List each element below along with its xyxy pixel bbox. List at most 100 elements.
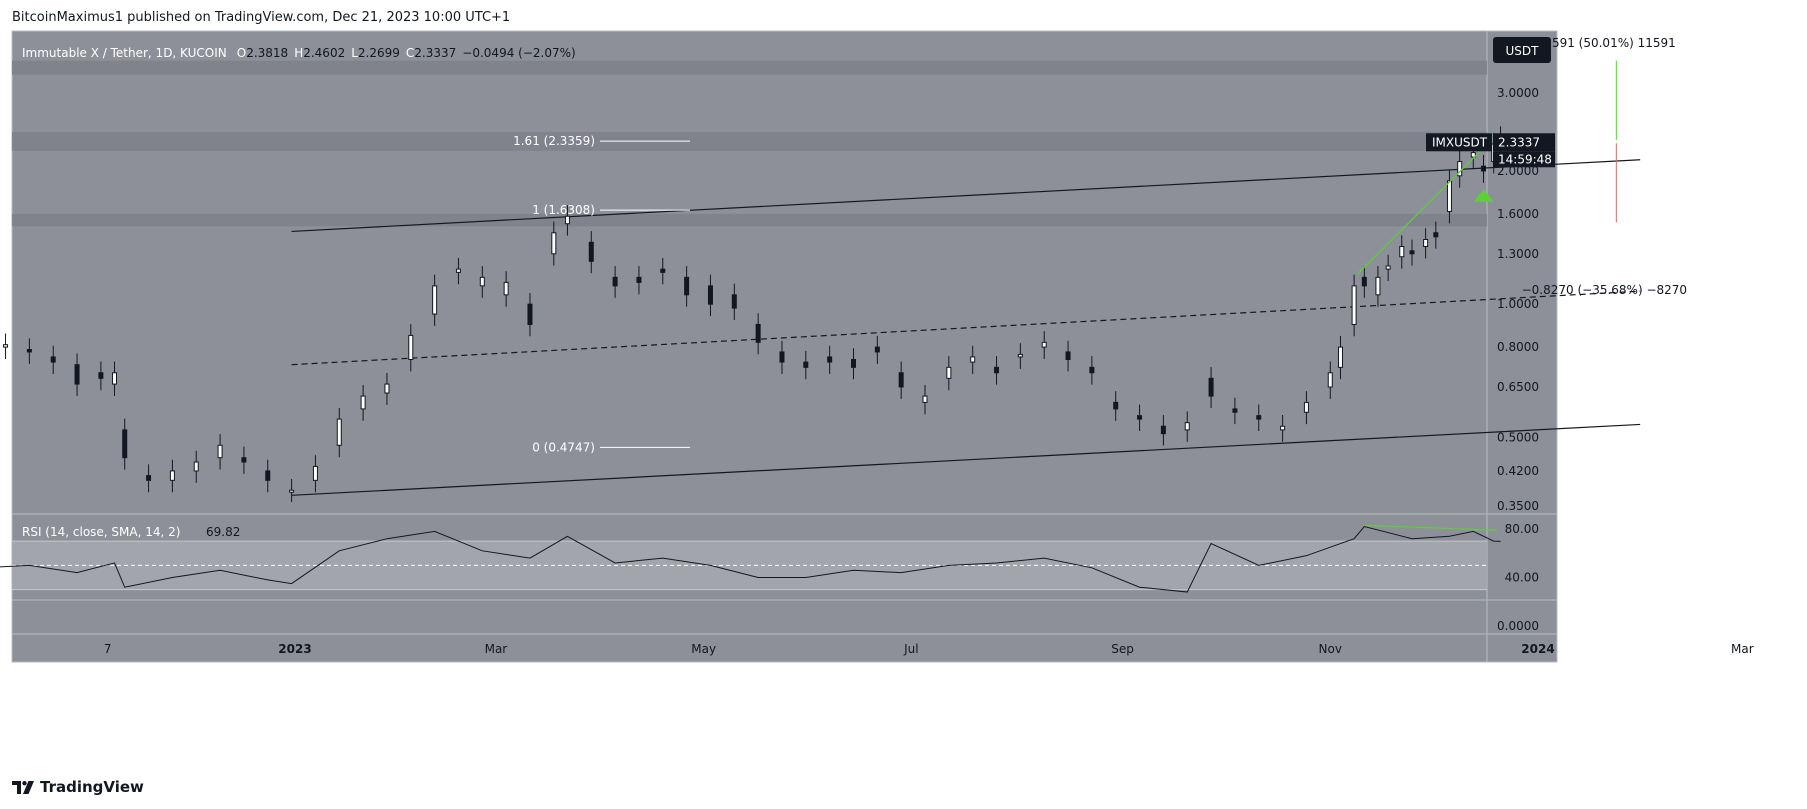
time-axis-tick: May [691,642,716,656]
time-axis-tick: 2023 [278,642,311,656]
candle [1041,341,1047,348]
candle [1375,276,1381,296]
price-axis-tick: 0.3500 [1497,499,1539,513]
close-label: C [406,46,414,60]
fib-level-label: 1.61 (2.3359) [513,134,595,148]
rsi-line [0,526,1501,593]
price-axis-tick: 0.4200 [1497,464,1539,478]
rsi-axis-tick: 0.0000 [1497,619,1539,633]
candle [1065,351,1071,360]
candle [193,461,199,472]
candle [1481,165,1487,172]
candle [455,268,461,273]
candle [970,356,976,363]
candle [241,457,247,463]
resistance-zone-1 [12,131,1487,151]
candle [122,429,128,459]
candle [731,294,737,309]
time-axis-tick: Mar [485,642,508,656]
candle [527,303,533,325]
candle [50,356,56,363]
candle [1351,285,1357,325]
candle [779,351,785,363]
currency-button-label: USDT [1506,44,1540,58]
high-label: H [294,46,303,60]
candle [994,366,1000,374]
candle [360,395,366,410]
candle [707,285,713,305]
price-axis-tick: 0.6500 [1497,380,1539,394]
candle [1337,346,1343,368]
time-axis-tick: Mar [1731,642,1754,656]
green-trendline [1357,133,1498,275]
candle [408,334,414,360]
candle [612,276,618,287]
candle [169,470,175,481]
candle [217,444,223,459]
rsi-value: 69.82 [206,525,240,539]
fib-level-label: 1 (1.6308) [532,203,595,217]
tradingview-logo-icon [12,780,34,794]
rsi-axis-tick: 80.00 [1505,522,1539,536]
close-value: 2.3337 [414,46,456,60]
candle [1089,366,1095,374]
channel-upper-line [291,159,1641,233]
open-value: 2.3818 [246,46,288,60]
time-axis-tick: Nov [1319,642,1342,656]
candle [312,465,318,481]
candle [1256,415,1262,420]
channel-middle-line [291,290,1641,366]
resistance-zone-0 [12,60,1487,75]
candle [1361,276,1367,287]
candle [755,323,761,343]
candle [336,418,342,446]
candle [112,372,118,385]
candle [1208,377,1214,397]
currency-button [1493,37,1551,63]
candle [1303,401,1309,413]
candle [827,356,833,363]
candle [684,276,690,296]
candle [384,383,390,394]
tradingview-logo-text: TradingView [40,778,144,796]
low-value: 2.2699 [358,46,400,60]
candle [1232,408,1238,413]
candle [1184,422,1190,431]
candle [479,276,485,287]
breakout-arrow-icon [1473,189,1494,202]
publisher-caption: BitcoinMaximus1 published on TradingView… [12,10,511,25]
rsi-axis-tick: 40.00 [1505,571,1539,585]
candle [1446,180,1452,212]
price-axis-tick: 0.5000 [1497,430,1539,444]
rsi-label: RSI (14, close, SMA, 14, 2) [22,525,180,539]
tradingview-logo: TradingView [12,778,144,796]
price-axis-tick: 0.8000 [1497,340,1539,354]
candle [98,372,104,379]
countdown-box [1493,151,1555,168]
price-axis-tick: 1.6000 [1497,207,1539,221]
candle [1017,353,1023,358]
candle [1470,152,1476,158]
last-price-box [1493,133,1555,152]
time-axis-tick: 7 [104,642,112,656]
low-label: L [351,46,358,60]
ticker-label: IMXUSDT [1432,135,1488,149]
candle [874,346,880,353]
candle [503,281,509,296]
candle [265,470,271,481]
high-value: 2.4602 [303,46,345,60]
candle [564,215,570,225]
time-axis-tick: Jul [903,642,918,656]
price-axis-tick: 1.0000 [1497,297,1539,311]
candle [289,489,295,493]
resistance-zone-2 [12,213,1487,227]
candle [1327,372,1333,388]
candle [636,276,642,283]
candle [1433,232,1439,238]
candle [1113,401,1119,410]
candle [1399,245,1405,258]
candle [922,395,928,403]
price-axis-tick: 1.3000 [1497,247,1539,261]
candle [803,361,809,368]
